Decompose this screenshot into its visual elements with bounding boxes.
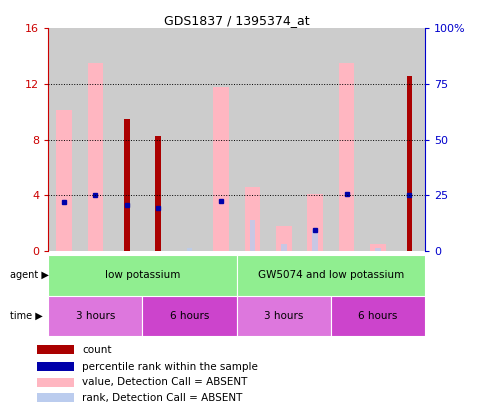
Bar [237,296,331,336]
Bar [362,28,394,251]
Bar [48,296,142,336]
Bar [307,194,323,251]
Bar [244,187,260,251]
Bar [331,28,362,251]
Bar [56,111,72,251]
Bar [331,296,425,336]
Bar [48,28,80,251]
Bar [205,28,237,251]
Bar [37,378,74,387]
Bar [268,28,299,251]
Bar [187,248,192,251]
Bar [375,248,381,251]
Bar [299,28,331,251]
Bar [37,362,74,371]
Title: GDS1837 / 1395374_at: GDS1837 / 1395374_at [164,14,310,27]
Text: 3 hours: 3 hours [264,311,303,321]
Text: rank, Detection Call = ABSENT: rank, Detection Call = ABSENT [83,393,243,403]
Bar [142,28,174,251]
Bar [237,255,425,296]
Bar [111,28,142,251]
Bar [339,63,355,251]
Text: percentile rank within the sample: percentile rank within the sample [83,362,258,372]
Text: agent ▶: agent ▶ [10,271,48,280]
Text: count: count [83,345,112,355]
Bar [37,345,74,354]
Bar [48,255,237,296]
Bar [407,76,412,251]
Text: time ▶: time ▶ [10,311,43,321]
Bar [156,136,161,251]
Text: 3 hours: 3 hours [76,311,115,321]
Bar [80,28,111,251]
Text: 6 hours: 6 hours [358,311,398,321]
Text: GW5074 and low potassium: GW5074 and low potassium [258,271,404,280]
Bar [142,296,237,336]
Bar [370,244,386,251]
Bar [213,87,229,251]
Bar [313,230,318,251]
Text: low potassium: low potassium [105,271,180,280]
Bar [281,244,286,251]
Bar [276,226,292,251]
Bar [174,28,205,251]
Bar [124,119,129,251]
Bar [87,63,103,251]
Bar [394,28,425,251]
Text: 6 hours: 6 hours [170,311,209,321]
Bar [250,220,255,251]
Text: value, Detection Call = ABSENT: value, Detection Call = ABSENT [83,377,248,387]
Bar [237,28,268,251]
Bar [37,393,74,403]
